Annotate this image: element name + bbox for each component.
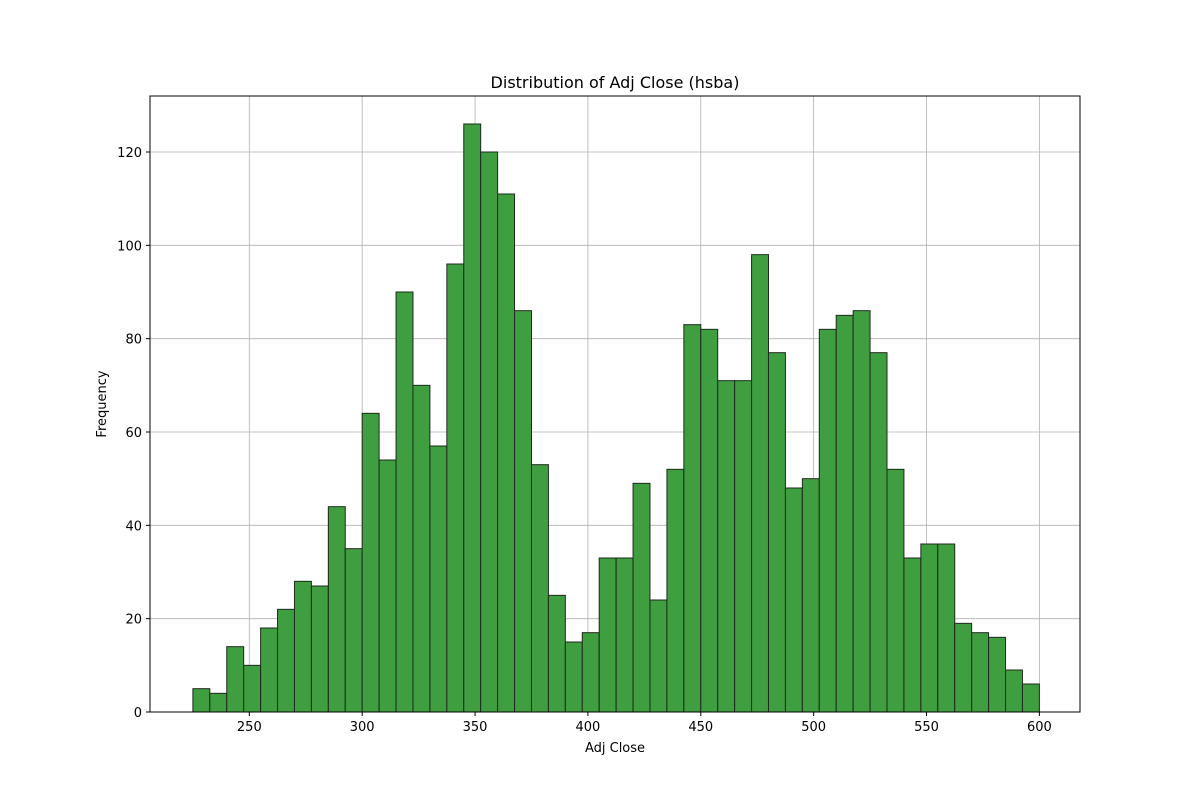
histogram-bar bbox=[988, 636, 1007, 713]
histogram-bar bbox=[547, 594, 566, 713]
y-axis-title: Frequency bbox=[95, 370, 110, 437]
x-tick-label: 500 bbox=[801, 720, 826, 735]
histogram-bar bbox=[378, 459, 397, 713]
histogram-bar bbox=[598, 557, 617, 713]
histogram-bar bbox=[784, 487, 803, 713]
histogram-bar bbox=[514, 310, 532, 713]
histogram-bar bbox=[463, 123, 482, 713]
histogram-bar bbox=[886, 468, 905, 713]
x-tick-label: 250 bbox=[237, 720, 262, 735]
histogram-bar bbox=[310, 585, 329, 713]
histogram-bar bbox=[954, 622, 973, 713]
y-tick-label: 60 bbox=[125, 426, 142, 441]
histogram-bar bbox=[209, 692, 228, 713]
x-axis-title: Adj Close bbox=[585, 741, 645, 756]
histogram-bar bbox=[361, 412, 380, 713]
y-tick-label: 0 bbox=[134, 706, 142, 721]
x-tick-label: 600 bbox=[1027, 720, 1052, 735]
histogram-bar bbox=[429, 445, 448, 713]
histogram-bar bbox=[937, 543, 956, 713]
histogram-bar bbox=[751, 254, 769, 713]
histogram-bar bbox=[801, 478, 820, 713]
histogram-bar bbox=[480, 151, 499, 713]
histogram-bar bbox=[903, 557, 922, 713]
histogram-bar bbox=[327, 506, 346, 713]
histogram-bar bbox=[632, 482, 651, 713]
histogram-bar bbox=[530, 464, 549, 713]
histogram-bar bbox=[971, 632, 990, 713]
histogram-bar bbox=[243, 664, 262, 713]
histogram-bar bbox=[564, 641, 583, 713]
histogram-bar bbox=[852, 310, 871, 713]
histogram-bar bbox=[497, 193, 516, 713]
histogram-bar bbox=[615, 557, 634, 713]
histogram-bar bbox=[581, 632, 600, 713]
histogram-bar bbox=[446, 263, 465, 713]
histogram-bar bbox=[192, 688, 211, 713]
histogram-bar bbox=[649, 599, 668, 713]
histogram-bar bbox=[277, 608, 295, 713]
x-tick-label: 450 bbox=[688, 720, 713, 735]
histogram-bar bbox=[683, 324, 702, 713]
y-tick-label: 40 bbox=[125, 519, 142, 534]
chart-title: Distribution of Adj Close (hsba) bbox=[491, 73, 740, 92]
histogram-bar bbox=[260, 627, 279, 713]
y-tick-label: 20 bbox=[125, 613, 142, 628]
x-tick-label: 550 bbox=[914, 720, 939, 735]
y-tick-label: 120 bbox=[117, 146, 142, 161]
histogram-bar bbox=[835, 314, 854, 713]
histogram-bar bbox=[1005, 669, 1023, 713]
plot-frame bbox=[149, 95, 1081, 713]
x-tick-label: 350 bbox=[463, 720, 488, 735]
histogram-bar bbox=[700, 328, 719, 713]
histogram-bar bbox=[395, 291, 414, 713]
y-tick-label: 80 bbox=[125, 333, 142, 348]
histogram-bar bbox=[412, 384, 431, 713]
histogram-bar bbox=[920, 543, 939, 713]
histogram-bar bbox=[1021, 683, 1040, 713]
histogram-bar bbox=[818, 328, 837, 713]
histogram-bar bbox=[344, 548, 363, 713]
histogram-bar bbox=[734, 380, 753, 713]
ticks-layer: 250 300 350 400 450 500 550 600 0 20 40 60 80 100 120 bbox=[117, 146, 1052, 735]
histogram-bar bbox=[869, 352, 888, 713]
histogram-bar bbox=[767, 352, 786, 713]
histogram-bar bbox=[226, 646, 245, 713]
y-tick-label: 100 bbox=[117, 239, 142, 254]
histogram-bar bbox=[717, 380, 736, 713]
histogram-bar bbox=[293, 580, 312, 713]
x-tick-label: 400 bbox=[575, 720, 600, 735]
histogram-bar bbox=[666, 468, 685, 713]
x-tick-label: 300 bbox=[350, 720, 375, 735]
